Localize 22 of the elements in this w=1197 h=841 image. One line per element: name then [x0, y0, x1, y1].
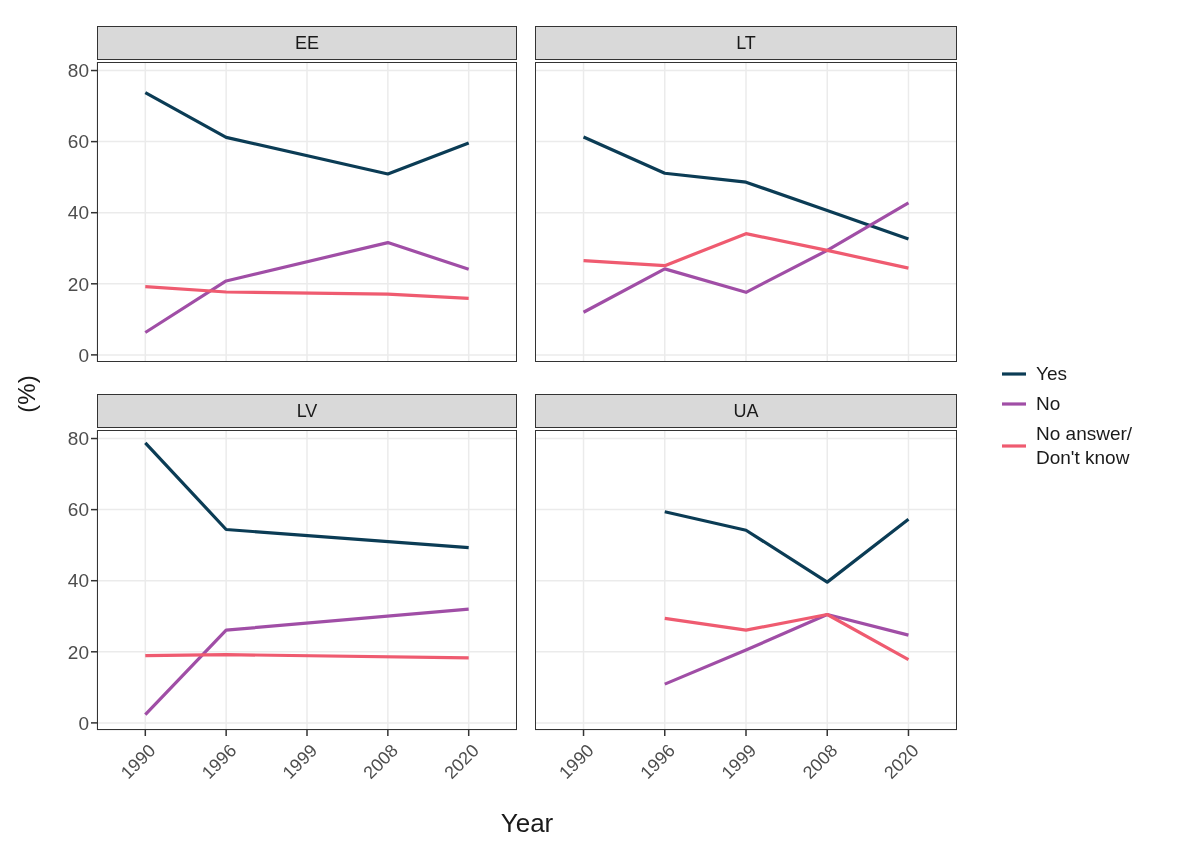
y-tick-label: 80 [67, 428, 89, 450]
chart-title: LT [535, 26, 957, 60]
y-tick-label: 20 [67, 641, 89, 663]
legend-label: No [1036, 392, 1062, 416]
chart-title: EE [97, 26, 517, 60]
y-tick-label: 40 [67, 202, 89, 224]
line-series [143, 240, 471, 335]
y-tick-label: 0 [78, 344, 89, 366]
line-series [143, 285, 471, 300]
legend-label: Yes [1036, 362, 1068, 386]
y-tick-label: 40 [67, 570, 89, 592]
y-tick-label: 20 [67, 273, 89, 295]
x-axis-title: Year [499, 808, 555, 839]
chart-title: UA [535, 394, 957, 428]
chart-title: LV [97, 394, 517, 428]
y-tick-label: 60 [67, 131, 89, 153]
y-axis-title: (%) [12, 375, 41, 413]
line-series [143, 90, 471, 176]
y-tick-label: 60 [67, 499, 89, 521]
legend-label: No answer/ Don't know [1036, 422, 1134, 470]
y-tick-label: 80 [67, 60, 89, 82]
y-tick-label: 0 [78, 712, 89, 734]
